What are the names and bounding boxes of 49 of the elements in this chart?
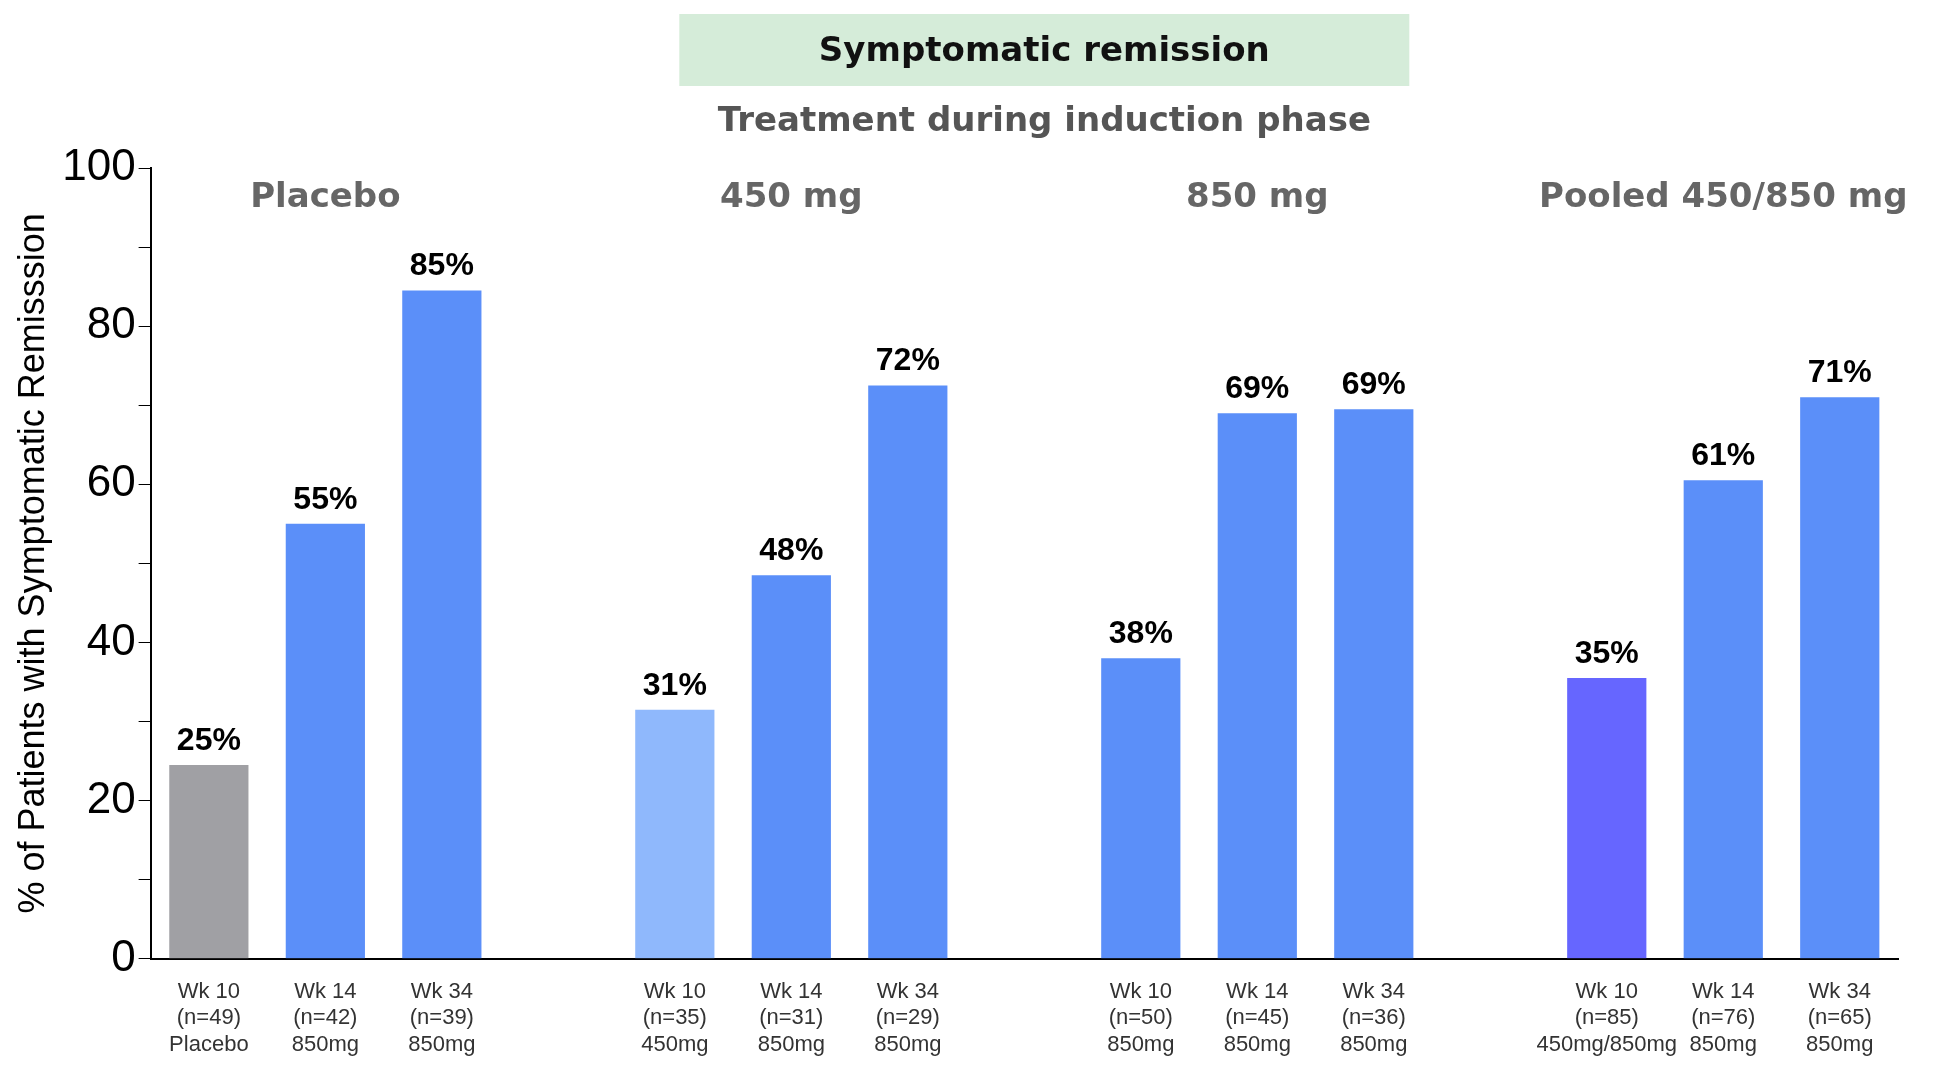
- bar: [169, 765, 249, 959]
- bar: [751, 575, 831, 959]
- y-axis-title: % of Patients with Symptomatic Remisssion: [10, 213, 52, 914]
- bar: [1334, 409, 1414, 959]
- x-tick-label: Wk 14 (n=76) 850mg: [1689, 978, 1757, 1056]
- bar: [285, 523, 365, 959]
- data-label: 38%: [1108, 614, 1173, 651]
- y-tick-label: 60: [86, 456, 136, 506]
- data-label: 48%: [759, 531, 824, 568]
- x-tick-label: Wk 14 (n=45) 850mg: [1223, 978, 1291, 1056]
- x-tick-label: Wk 34 (n=29) 850mg: [874, 978, 942, 1056]
- chart-title: Symptomatic remission: [818, 28, 1270, 69]
- x-tick-label: Wk 34 (n=39) 850mg: [408, 978, 476, 1056]
- x-tick-label: Wk 10 (n=49) Placebo: [169, 978, 249, 1056]
- x-tick-label: Wk 10 (n=50) 850mg: [1107, 978, 1175, 1056]
- x-tick-label: Wk 34 (n=36) 850mg: [1340, 978, 1408, 1056]
- annotation: Pooled 450/850 mg: [1539, 174, 1908, 215]
- bar: [1217, 413, 1297, 959]
- bar: [1683, 480, 1763, 959]
- data-label: 55%: [293, 479, 358, 516]
- bar: [1800, 397, 1880, 959]
- data-label: 85%: [409, 246, 474, 283]
- annotation: 450 mg: [720, 174, 863, 215]
- data-label: 71%: [1807, 353, 1872, 390]
- annotation: Placebo: [250, 174, 401, 215]
- bar: [402, 290, 482, 959]
- chart-subtitle: Treatment during induction phase: [717, 98, 1371, 139]
- data-label: 72%: [875, 341, 940, 378]
- annotation: 850 mg: [1186, 174, 1329, 215]
- bar: [1101, 658, 1181, 959]
- y-tick-label: 100: [62, 140, 136, 190]
- data-label: 31%: [642, 665, 707, 702]
- data-label: 69%: [1341, 365, 1406, 402]
- x-tick-label: Wk 10 (n=35) 450mg: [641, 978, 709, 1056]
- y-tick-label: 40: [86, 614, 136, 664]
- y-tick-label: 80: [86, 298, 136, 348]
- bar: [635, 709, 715, 959]
- data-label: 35%: [1574, 633, 1639, 670]
- bar: [1567, 678, 1647, 959]
- x-tick-label: Wk 10 (n=85) 450mg/850mg: [1536, 978, 1678, 1056]
- data-label: 61%: [1691, 436, 1756, 473]
- x-tick-label: Wk 34 (n=65) 850mg: [1806, 978, 1874, 1056]
- x-tick-label: Wk 14 (n=42) 850mg: [291, 978, 359, 1056]
- x-tick-label: Wk 14 (n=31) 850mg: [757, 978, 825, 1056]
- y-tick-label: 0: [111, 930, 136, 980]
- y-tick-label: 20: [86, 772, 136, 822]
- data-label: 69%: [1225, 368, 1290, 405]
- data-label: 25%: [176, 720, 241, 757]
- bar: [868, 385, 948, 959]
